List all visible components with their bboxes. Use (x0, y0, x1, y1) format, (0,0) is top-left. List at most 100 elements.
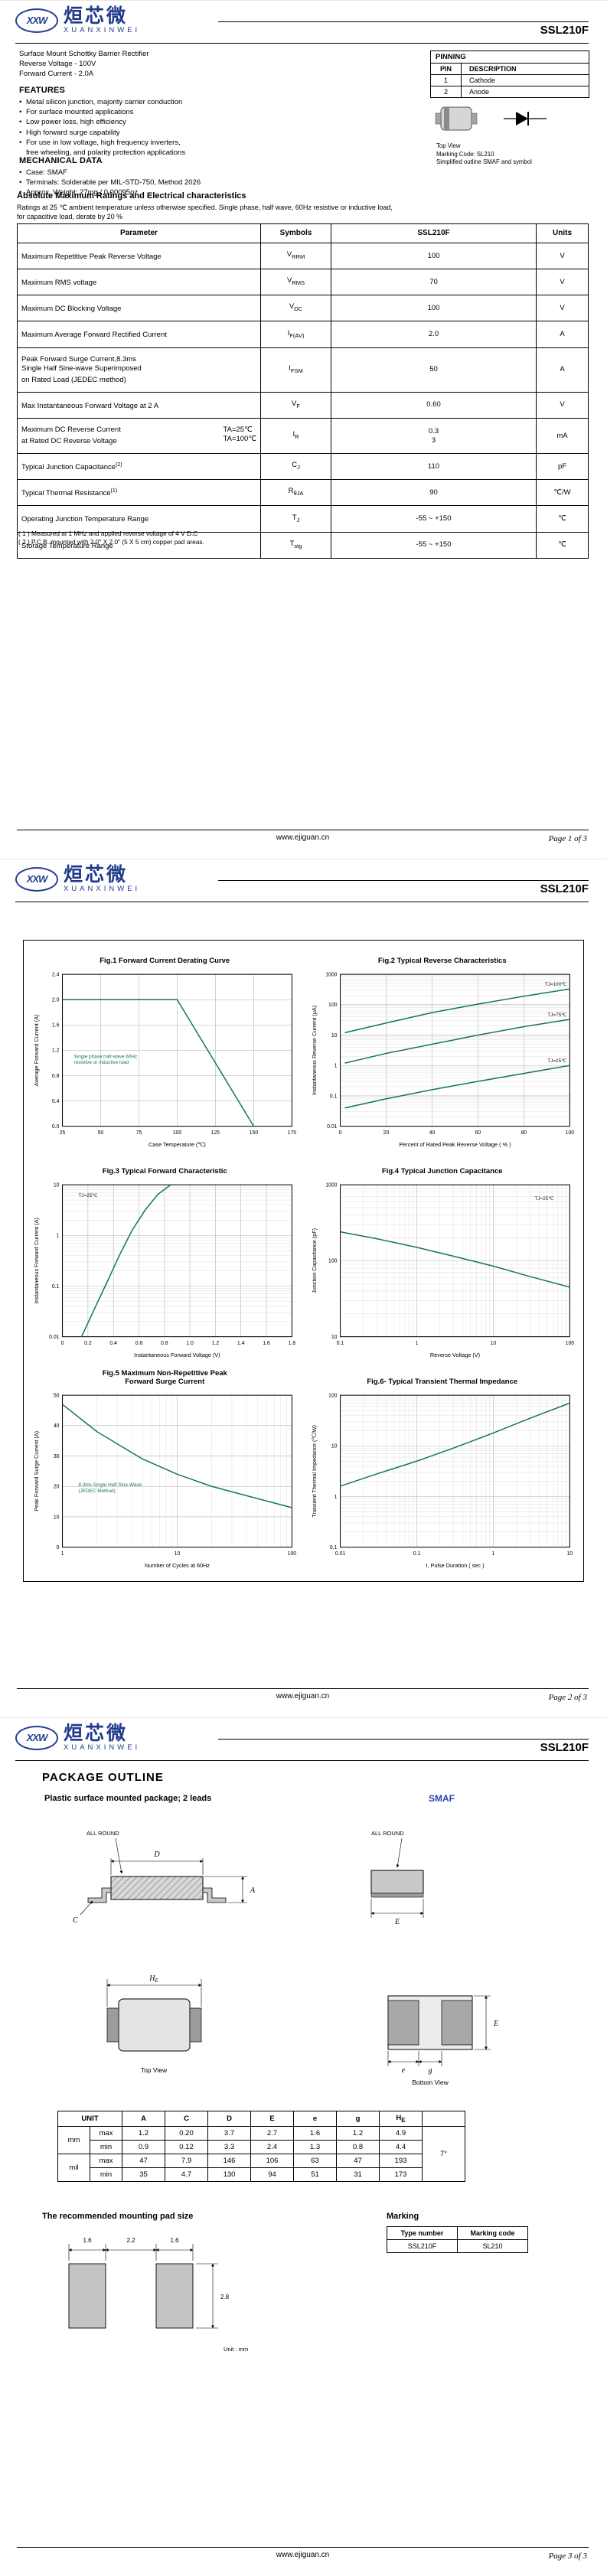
bullet-item: For surface mounted applications (19, 107, 302, 117)
brand-mark: XXW (26, 1732, 48, 1744)
svg-text:0.1: 0.1 (413, 1551, 420, 1557)
dim-value: 193 (379, 2153, 423, 2168)
svg-text:0: 0 (61, 1341, 64, 1346)
header-rule-top (218, 880, 589, 881)
svg-text:0: 0 (57, 1545, 60, 1550)
footnotes: ( 1 ) Measured at 1 MHz and applied reve… (18, 530, 204, 546)
summary-line: Reverse Voltage - 100V (19, 60, 96, 68)
bottom-view-label: Bottom View (412, 2079, 449, 2086)
page-footer: www.ejiguan.cn Page 3 of 3 (17, 2547, 589, 2561)
svg-text:0.1: 0.1 (336, 1341, 344, 1346)
ratings-table: Parameter Symbols SSL210F Units Maximum … (17, 223, 589, 559)
svg-text:1.8: 1.8 (289, 1341, 296, 1346)
brand-name-en: XUANXINWEI (64, 885, 141, 894)
all-round-note: ALL ROUND (86, 1830, 119, 1837)
product-summary: Surface Mount Schottky Barrier Rectifier… (19, 49, 148, 79)
dim-label-g: g (429, 2066, 432, 2075)
bullet-item: Terminals: Solderable per MIL-STD-750, M… (19, 178, 348, 187)
dim-row: mm max 1.2 0.20 3.7 2.7 1.6 1.2 4.9 7° (57, 2125, 465, 2182)
svg-text:resistive or inductive load: resistive or inductive load (74, 1060, 129, 1065)
rating-row: Peak Forward Surge Current,8.3ms Single … (17, 347, 589, 393)
part-number: SSL210F (540, 882, 589, 895)
dim-unit: mm (57, 2125, 90, 2154)
brand-logo-icon: XXW (15, 866, 58, 892)
svg-text:0.01: 0.01 (327, 1124, 338, 1130)
svg-text:1.4: 1.4 (237, 1341, 245, 1346)
svg-text:Percent of Rated Peak Reverse: Percent of Rated Peak Reverse Voltage ( … (399, 1141, 511, 1148)
svg-text:0.2: 0.2 (84, 1341, 92, 1346)
brand-logo-icon: XXW (15, 1725, 58, 1750)
rating-row: Maximum Average Forward Rectified Curren… (17, 321, 589, 348)
pinning-section: PINNING PIN DESCRIPTION 1 Cathode 2 Anod… (430, 51, 589, 167)
dim-limit: max (90, 2125, 122, 2141)
package-outline-drawing: D A C ALL ROUND ALL ROUND E HE Top View (73, 1830, 498, 2086)
svg-text:0: 0 (338, 1130, 341, 1136)
brand-logo: XXW 烜芯微 XUANXINWEI (15, 865, 140, 893)
dim-value: 4.9 (379, 2125, 423, 2141)
dim-col-header: C (165, 2111, 208, 2127)
rating-row: Operating Junction Temperature Range TJ … (17, 505, 589, 533)
characteristic-curves-box: Fig.1 Forward Current Derating Curve 25 5… (23, 940, 584, 1583)
svg-text:TJ=75℃: TJ=75℃ (547, 1012, 566, 1018)
pinning-note-line: Top View (436, 142, 461, 149)
svg-text:30: 30 (54, 1454, 60, 1459)
figure-6-panel: Fig.6- Typical Transient Thermal Impedan… (308, 1369, 578, 1573)
rating-row: Storage Temperature Range Tstg -55 ~ +15… (17, 531, 589, 559)
pad-dim-middle: 2.2 (126, 2237, 135, 2244)
svg-text:Junction Capacitance (pF): Junction Capacitance (pF) (311, 1228, 318, 1293)
col-header-symbols: Symbols (260, 223, 331, 243)
dim-row: min 35 4.7 130 94 51 31 173 (58, 2167, 465, 2182)
svg-text:8.3ms Single Half Sine-Wave: 8.3ms Single Half Sine-Wave (79, 1482, 142, 1488)
svg-text:40: 40 (429, 1130, 435, 1136)
svg-text:100: 100 (173, 1130, 182, 1136)
marking-table: Type number Marking code SSL210F SL210 (387, 2226, 528, 2253)
mechanical-data-section: MECHANICAL DATA Case: SMAF Terminals: So… (19, 156, 348, 198)
figure-2-title: Fig.2 Typical Reverse Characteristics (377, 957, 507, 965)
svg-text:100: 100 (565, 1130, 574, 1136)
dim-value: 2.7 (250, 2125, 294, 2141)
svg-text:1.2: 1.2 (52, 1048, 60, 1054)
dim-value: 47 (122, 2153, 165, 2168)
fig2-plot: 0 20 40 60 80 100 0.01 0.1 1 10 100 1000 TJ=100℃ TJ=7… (311, 972, 574, 1148)
dim-value: 4.4 (379, 2139, 423, 2154)
pinning-note-line: Simplified outline SMAF and symbol (436, 158, 532, 165)
svg-text:TJ=100℃: TJ=100℃ (544, 982, 566, 987)
marking-type-number: SSL210F (387, 2239, 458, 2253)
svg-text:Case Temperature (℃): Case Temperature (℃) (148, 1141, 206, 1148)
marking-row: SSL210F SL210 (387, 2239, 528, 2253)
rating-row: Maximum Repetitive Peak Reverse Voltage … (17, 242, 589, 270)
dim-label-he: HE (148, 1974, 158, 1984)
figure-6-title: Fig.6- Typical Transient Thermal Impedan… (367, 1378, 518, 1387)
figure-1-title: Fig.1 Forward Current Derating Curve (100, 957, 230, 965)
features-heading: FEATURES (19, 86, 66, 95)
svg-text:25: 25 (60, 1130, 66, 1136)
dim-label-E: E (493, 2020, 498, 2028)
svg-text:40: 40 (54, 1423, 60, 1429)
dim-value: 0.9 (122, 2139, 165, 2154)
svg-text:1.6: 1.6 (263, 1341, 270, 1346)
bullet-item: Case: SMAF (19, 168, 348, 178)
dim-value: 51 (293, 2167, 337, 2182)
page-footer: www.ejiguan.cn Page 1 of 3 (17, 830, 589, 843)
ratings-heading: Absolute Maximum Ratings and Electrical … (17, 191, 246, 201)
dim-unit-header: UNIT (57, 2111, 122, 2127)
pad-dim-right: 1.6 (170, 2237, 179, 2244)
features-section: FEATURES Metal silicon junction, majorit… (19, 86, 302, 158)
dim-limit: max (90, 2153, 122, 2168)
figure-4-plot: 0.1 1 10 100 10 100 1000 TJ=25℃ Reverse Voltage … (308, 1177, 578, 1363)
bullet-item: Approx. Weight: 27mg / 0.00095oz (19, 187, 348, 197)
svg-text:1000: 1000 (325, 1183, 337, 1189)
svg-text:2.0: 2.0 (52, 998, 60, 1003)
dim-value: 94 (250, 2167, 294, 2182)
dim-value: 0.20 (165, 2125, 208, 2141)
dim-col-header: D (207, 2111, 251, 2127)
header-rule-top (218, 1739, 589, 1740)
col-header-part: SSL210F (331, 223, 537, 243)
dim-label-E: E (394, 1918, 400, 1926)
dim-col-header: E (250, 2111, 294, 2127)
svg-text:Reverse Voltage (V): Reverse Voltage (V) (429, 1352, 479, 1358)
pinning-table: PINNING PIN DESCRIPTION 1 Cathode 2 Anod… (430, 51, 589, 98)
mounting-pad-heading: The recommended mounting pad size (42, 2212, 194, 2221)
svg-text:100: 100 (328, 1394, 338, 1399)
